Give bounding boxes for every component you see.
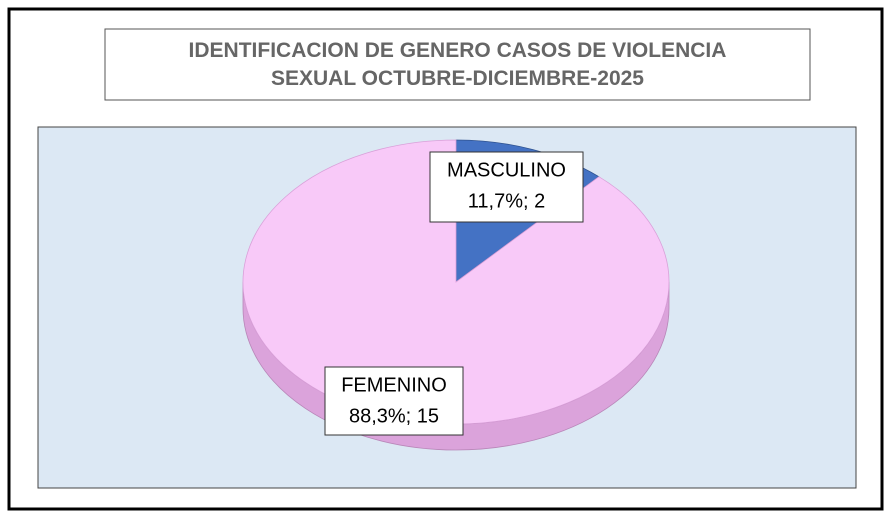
title-box	[104, 28, 811, 101]
category-label: FEMENINO	[341, 374, 447, 396]
chart-title: IDENTIFICACION DE GENERO CASOS DE VIOLEN…	[188, 38, 727, 90]
title-wrap: IDENTIFICACION DE GENERO CASOS DE VIOLEN…	[188, 38, 727, 90]
label-box	[429, 151, 584, 223]
category-label: MASCULINO	[447, 159, 566, 181]
value-label: 88,3%; 15	[349, 405, 439, 427]
labels: MASCULINO 11,7%; 2 FEMENINO 88,3%; 15	[324, 151, 584, 436]
label-box	[324, 366, 464, 436]
value-label: 11,7%; 2	[468, 190, 545, 212]
